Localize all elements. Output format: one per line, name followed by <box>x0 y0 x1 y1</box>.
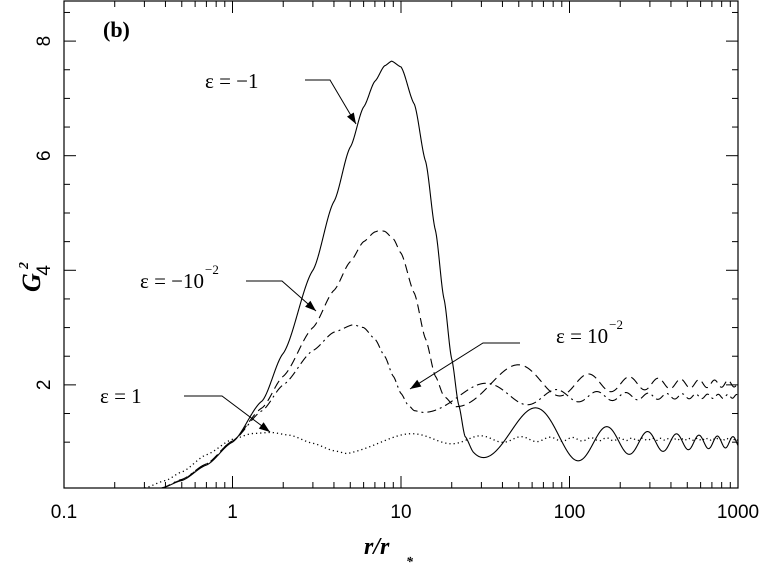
series-label-text: ε = 1 <box>100 384 142 408</box>
leader-arrowhead <box>305 300 316 311</box>
x-tick-label: 10 <box>390 502 411 523</box>
series-label-text: ε = −1 <box>205 69 259 93</box>
series-line-2 <box>161 229 739 489</box>
leader-arrowhead <box>347 112 356 124</box>
series-label-text: ε = 10 <box>556 324 608 348</box>
y-tick-label: 8 <box>34 36 55 47</box>
y-axis-label: G <box>17 273 46 292</box>
chart-annotations: ε = −1ε = −10 −2ε = 10 −2ε = 1 <box>100 69 623 433</box>
series-annotation-1: ε = −1 <box>205 69 357 125</box>
y-tick-label: 4 <box>34 265 55 276</box>
series-annotation-4: ε = 1 <box>100 384 271 433</box>
x-axis-label-subscript: * <box>406 555 414 570</box>
y-tick-label: 6 <box>34 150 55 161</box>
chart-axes: 0.1 1 10 100 1000 2 4 6 8 <box>34 0 759 523</box>
leader-arrowhead <box>410 379 422 389</box>
series-label-exponent: −2 <box>205 262 219 277</box>
y-axis-label-superscript: 2 <box>17 262 32 270</box>
series-annotation-3: ε = 10 −2 <box>409 317 623 390</box>
x-axis-label: r/r <box>364 534 390 560</box>
y-tick-label: 2 <box>34 380 55 391</box>
chart-curves <box>144 60 739 489</box>
plot-frame <box>63 0 739 489</box>
leader-line <box>409 342 520 390</box>
x-tick-label: 1000 <box>717 502 759 523</box>
series-line-1 <box>161 60 739 489</box>
x-tick-label: 100 <box>554 502 586 523</box>
panel-label: (b) <box>103 17 130 42</box>
leader-line <box>305 79 357 125</box>
y-axis-title: G 2 <box>17 262 46 292</box>
x-tick-label: 0.1 <box>51 502 77 523</box>
series-label-exponent: −2 <box>609 317 623 332</box>
series-line-3 <box>161 324 739 489</box>
x-tick-label: 1 <box>227 502 238 523</box>
series-annotation-2: ε = −10 −2 <box>140 262 317 312</box>
leader-line <box>246 280 317 312</box>
leader-arrowhead <box>258 422 270 432</box>
leader-line <box>184 395 271 433</box>
series-line-4 <box>144 431 739 489</box>
x-axis-title: r/r * <box>364 534 414 570</box>
series-label-text: ε = −10 <box>140 269 204 293</box>
